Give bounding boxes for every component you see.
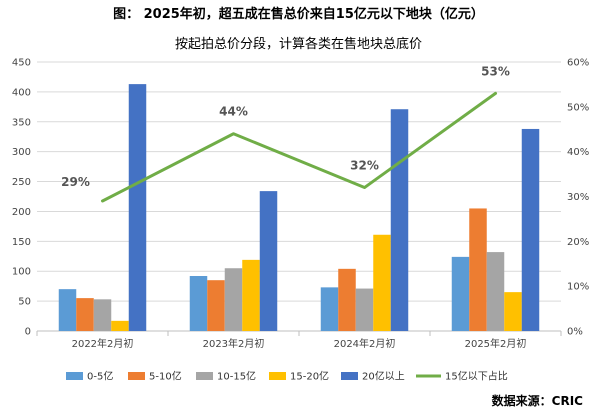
chart-subtitle: 按起拍总价分段，计算各类在售地块总底价 xyxy=(174,37,422,52)
bar xyxy=(355,288,374,331)
y2-tick-label: 40% xyxy=(567,147,589,158)
bar xyxy=(76,298,94,331)
y2-tick-label: 30% xyxy=(567,192,589,203)
x-axis: 2022年2月初 2023年2月初 2024年2月初 2025年2月初 xyxy=(36,331,562,350)
bar xyxy=(224,268,243,331)
legend-swatch xyxy=(128,372,145,380)
bar xyxy=(390,109,409,331)
bar xyxy=(373,234,391,331)
legend-label: 15-20亿 xyxy=(290,370,329,383)
y-tick-label: 250 xyxy=(12,177,31,188)
legend-swatch xyxy=(196,372,213,380)
bar xyxy=(93,299,112,331)
legend-label: 10-15亿 xyxy=(217,370,256,383)
legend-swatch xyxy=(269,372,286,380)
y-tick-label: 50 xyxy=(18,297,31,308)
bar xyxy=(521,128,540,331)
chart-title: 图： 2025年初，超五成在售总价来自15亿元以下地块（亿元） xyxy=(113,7,484,22)
bar xyxy=(111,320,129,331)
bar-series xyxy=(58,84,540,332)
x-category-label: 2024年2月初 xyxy=(334,337,396,350)
x-category-label: 2022年2月初 xyxy=(72,337,134,350)
bar xyxy=(189,276,208,331)
legend-label: 20亿以上 xyxy=(362,370,405,383)
bar xyxy=(469,208,487,331)
y-tick-label: 300 xyxy=(12,147,31,158)
bar xyxy=(207,280,225,331)
legend-label: 5-10亿 xyxy=(149,370,182,383)
legend-label: 15亿以下占比 xyxy=(445,370,508,383)
y-axis-left: 0 50 100 150 200 250 300 350 400 450 xyxy=(12,58,31,338)
y-tick-label: 0 xyxy=(25,327,31,338)
ratio-data-label: 32% xyxy=(350,159,379,173)
y-tick-label: 200 xyxy=(12,207,31,218)
bar xyxy=(486,252,505,331)
bar xyxy=(338,268,356,331)
ratio-data-label: 44% xyxy=(219,105,248,119)
ratio-data-label: 29% xyxy=(61,175,90,189)
x-category-label: 2023年2月初 xyxy=(203,337,265,350)
bar xyxy=(128,84,147,332)
y2-tick-label: 10% xyxy=(567,282,589,293)
ratio-line-series: 29% 44% 32% 53% xyxy=(61,64,510,203)
legend: 0-5亿 5-10亿 10-15亿 15-20亿 20亿以上 15亿以下占比 xyxy=(66,370,508,383)
y2-tick-label: 20% xyxy=(567,237,589,248)
y2-tick-label: 0% xyxy=(567,327,583,338)
ratio-line xyxy=(101,91,497,203)
y2-tick-label: 60% xyxy=(567,58,589,69)
bar xyxy=(320,287,339,331)
data-source-note: 数据来源：CRIC xyxy=(491,394,583,408)
y-axis-right: 0% 10% 20% 30% 40% 50% 60% xyxy=(567,58,589,338)
x-category-label: 2025年2月初 xyxy=(465,337,527,350)
y-tick-label: 350 xyxy=(12,117,31,128)
y-tick-label: 100 xyxy=(12,267,31,278)
bar xyxy=(451,256,470,331)
bar xyxy=(242,259,260,331)
legend-swatch xyxy=(341,372,358,380)
y-tick-label: 400 xyxy=(12,87,31,98)
bar xyxy=(259,191,278,331)
legend-label: 0-5亿 xyxy=(87,370,113,383)
y-tick-label: 450 xyxy=(12,58,31,69)
y-tick-label: 150 xyxy=(12,237,31,248)
y2-tick-label: 50% xyxy=(567,102,589,113)
bar xyxy=(504,292,522,331)
bar xyxy=(58,289,77,331)
ratio-data-label: 53% xyxy=(481,64,510,78)
legend-swatch xyxy=(66,372,83,380)
